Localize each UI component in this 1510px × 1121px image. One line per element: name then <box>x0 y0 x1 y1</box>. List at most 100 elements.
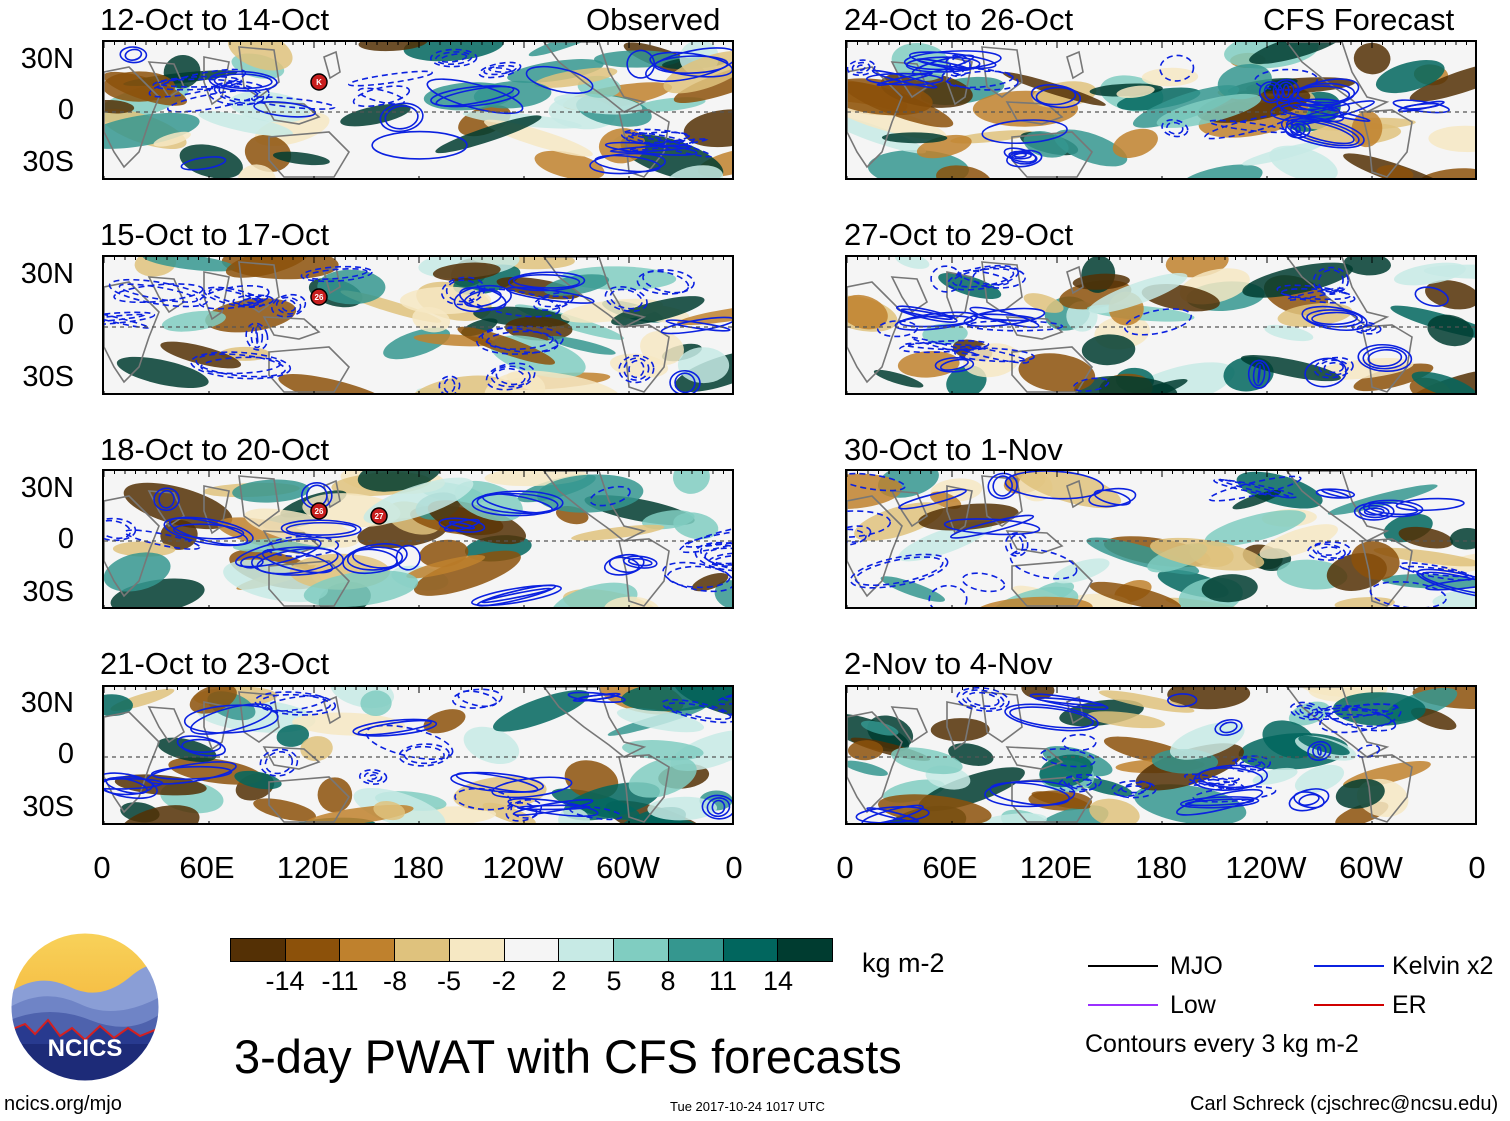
kelvin-contour <box>255 327 259 346</box>
kelvin-contour <box>430 85 520 108</box>
kelvin-contour <box>973 313 1036 322</box>
kelvin-contour <box>533 291 574 311</box>
coastline <box>1361 754 1413 823</box>
kelvin-contour <box>512 273 581 289</box>
kelvin-contour <box>1317 546 1342 556</box>
kelvin-contour <box>450 771 544 793</box>
kelvin-contour <box>1004 532 1029 557</box>
kelvin-contour <box>904 342 985 351</box>
colorbar-swatch <box>340 939 396 961</box>
coastline <box>981 475 1023 527</box>
coastline <box>1286 471 1390 542</box>
kelvin-contour <box>1063 775 1097 791</box>
lat-label: 30N <box>20 43 74 75</box>
coastline <box>1011 560 1094 607</box>
kelvin-contour <box>371 130 468 160</box>
kelvin-contour <box>458 286 507 311</box>
kelvin-contour <box>1328 709 1392 728</box>
pwat-anomaly <box>714 580 732 607</box>
kelvin-contour <box>463 289 502 308</box>
coastline <box>946 701 973 751</box>
kelvin-contour <box>346 546 404 571</box>
pwat-anomaly <box>571 524 665 541</box>
kelvin-contour <box>438 375 461 393</box>
pwat-anomaly <box>463 726 520 765</box>
logo-emblem-icon: NCICS <box>10 932 160 1082</box>
map-plot <box>845 469 1477 609</box>
kelvin-contour <box>1123 308 1192 336</box>
kelvin-contour <box>264 751 294 775</box>
panel-title: 12-Oct to 14-Oct <box>100 2 330 37</box>
kelvin-contour <box>453 284 512 313</box>
coastline <box>268 131 351 178</box>
coastline <box>268 346 351 393</box>
pwat-anomaly <box>1264 324 1314 342</box>
pwat-anomaly <box>620 687 732 712</box>
kelvin-contour <box>1289 701 1324 721</box>
kelvin-contour <box>700 543 732 570</box>
kelvin-contour <box>899 314 974 328</box>
pwat-anomaly <box>104 694 133 717</box>
coastline <box>890 276 929 314</box>
kelvin-contour <box>905 56 981 73</box>
kelvin-contour <box>1161 119 1189 138</box>
coastline <box>618 538 670 607</box>
pwat-anomaly <box>1242 141 1325 166</box>
storm-marker: 27 <box>370 507 388 525</box>
pwat-anomaly <box>1176 164 1263 178</box>
kelvin-contour <box>285 521 357 536</box>
pwat-anomaly <box>1018 353 1096 393</box>
kelvin-contour <box>577 693 616 701</box>
footer-url[interactable]: ncics.org/mjo <box>4 1093 122 1115</box>
kelvin-contour <box>305 267 368 280</box>
pwat-anomaly <box>1015 471 1122 509</box>
kelvin-contour <box>150 765 233 780</box>
lon-label: 120W <box>482 850 564 885</box>
kelvin-contour <box>443 518 480 532</box>
panel-title: 21-Oct to 23-Oct <box>100 646 330 681</box>
kelvin-contour <box>384 105 419 130</box>
kelvin-contour <box>379 102 424 133</box>
map-field <box>847 687 1475 823</box>
kelvin-contour <box>208 288 260 307</box>
kelvin-contour <box>628 359 645 379</box>
pwat-anomaly <box>104 71 176 102</box>
pwat-anomaly <box>1353 42 1391 75</box>
panel-title: 18-Oct to 20-Oct <box>100 432 330 467</box>
kelvin-contour <box>1421 571 1475 597</box>
coastline <box>262 746 321 770</box>
pwat-anomaly <box>847 713 910 752</box>
kelvin-contour <box>1324 704 1397 732</box>
colorbar-tick: -5 <box>436 966 462 996</box>
kelvin-contour <box>1290 120 1355 145</box>
coastline <box>323 50 341 80</box>
pwat-anomaly <box>142 257 236 272</box>
kelvin-contour <box>507 797 599 817</box>
kelvin-contour <box>119 46 148 64</box>
colorbar-tick: 11 <box>708 966 738 996</box>
kelvin-contour <box>1367 348 1403 367</box>
kelvin-contour <box>987 472 1018 500</box>
coastline <box>981 46 1023 98</box>
coastline <box>203 56 230 106</box>
legend-label-kelvin: Kelvin x2 <box>1392 952 1494 980</box>
pwat-anomaly <box>357 471 442 492</box>
coastline <box>890 490 929 528</box>
storm-marker: K <box>310 73 328 91</box>
kelvin-contour <box>259 748 299 777</box>
kelvin-contour <box>706 797 731 818</box>
pwat-anomaly <box>1201 574 1258 603</box>
lat-label: 0 <box>57 523 74 555</box>
kelvin-contour <box>944 54 971 78</box>
kelvin-contour <box>1286 287 1346 301</box>
kelvin-contour <box>1272 78 1300 103</box>
pwat-anomaly <box>1169 721 1245 760</box>
pwat-anomaly <box>558 807 590 823</box>
pwat-anomaly <box>1204 510 1306 547</box>
kelvin-contour <box>1313 356 1354 379</box>
kelvin-contour <box>1320 488 1350 499</box>
svg-text:K: K <box>316 78 322 87</box>
kelvin-contour <box>478 61 522 79</box>
kelvin-contour <box>357 719 432 736</box>
colorbar-swatch <box>668 939 724 961</box>
